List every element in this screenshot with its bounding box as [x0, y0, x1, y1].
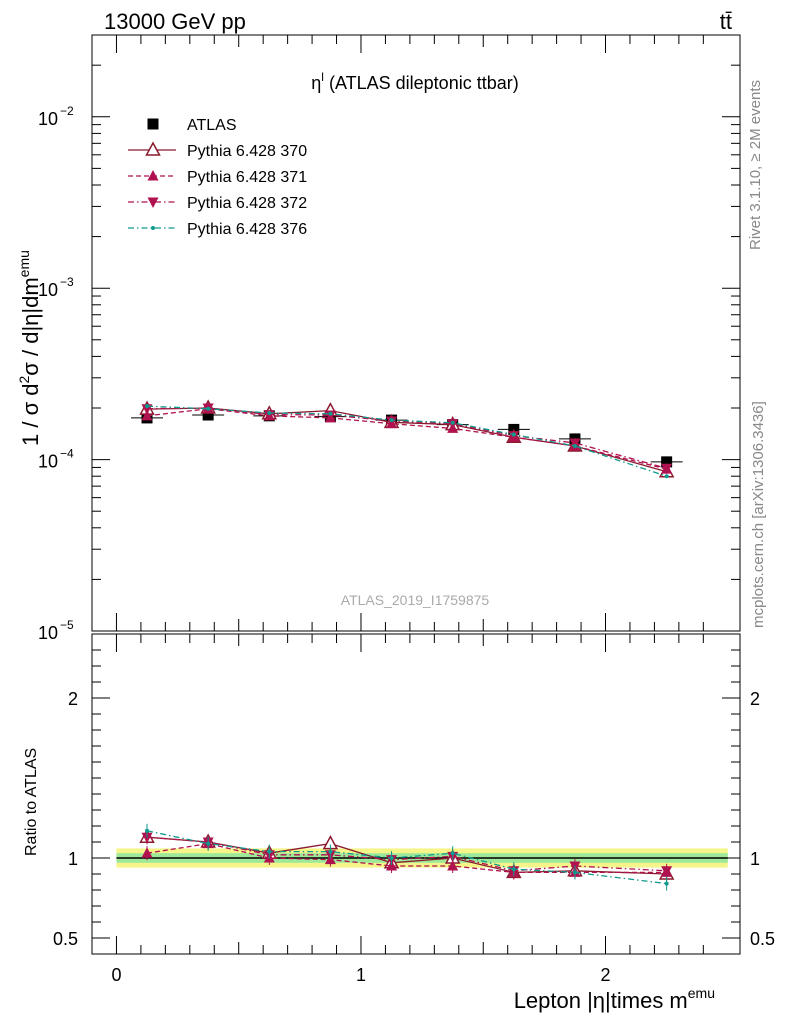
ratio-axis-ticks: 0.5 0.5 1 1 2 2 0 1 2: [53, 633, 775, 985]
ratio-data: [139, 823, 675, 891]
ratio-point: [141, 832, 153, 844]
x-tick-label: 1: [356, 965, 366, 985]
ratio-series-line: [146, 842, 667, 874]
x-tick-label: 2: [601, 965, 611, 985]
data-point: [389, 418, 394, 423]
data-point: [267, 410, 272, 415]
data-point: [206, 406, 211, 411]
ratio-y-tick-label: 2: [68, 689, 78, 709]
y-tick-exponent: −4: [60, 447, 74, 461]
main-ylabel: 1 / σ d2σ / d|η|dmemu: [16, 250, 43, 446]
ratio-y-tick-label-right: 0.5: [750, 929, 775, 949]
y-tick-exponent: −3: [60, 275, 74, 289]
source-label: mcplots.cern.ch [arXiv:1306.3436]: [750, 401, 767, 628]
data-point: [141, 409, 153, 421]
ratio-point: [328, 849, 333, 854]
main-data: [131, 399, 683, 479]
analysis-watermark: ATLAS_2019_I1759875: [341, 592, 490, 608]
main-axis-ticks: 10−210−310−410−5: [38, 34, 740, 643]
ratio-point: [572, 870, 577, 875]
data-point: [661, 456, 673, 468]
data-point: [328, 411, 333, 416]
data-point: [511, 432, 516, 437]
ratio-point: [450, 851, 455, 856]
legend-marker: [147, 197, 159, 208]
ratio-uncertainty-band: [116, 848, 728, 868]
y-tick-label: 10: [38, 452, 58, 472]
legend-label: Pythia 6.428 376: [187, 221, 307, 238]
ratio-y-tick-label: 1: [68, 849, 78, 869]
data-point: [450, 420, 455, 425]
y-tick-exponent: −2: [60, 104, 74, 118]
data-point: [572, 444, 577, 449]
header-left: 13000 GeV pp: [104, 9, 246, 34]
data-point: [202, 409, 214, 421]
main-title: ηl (ATLAS dileptonic ttbar): [311, 70, 518, 93]
ratio-y-tick-label-right: 1: [750, 849, 760, 869]
header-right: tt̄: [720, 9, 732, 34]
legend-label: ATLAS: [187, 117, 237, 134]
legend-marker: [151, 226, 155, 230]
y-tick-label: 10: [38, 280, 58, 300]
data-point: [145, 404, 150, 409]
ratio-ylabel: Ratio to ATLAS: [23, 748, 40, 856]
data-point: [569, 438, 581, 449]
legend-label: Pythia 6.428 371: [187, 169, 307, 186]
ratio-point: [267, 849, 272, 854]
data-point: [661, 463, 673, 475]
ratio-frame: [91, 633, 741, 955]
ratio-point: [206, 841, 211, 846]
y-tick-exponent: −5: [60, 618, 74, 632]
y-tick-label: 10: [38, 623, 58, 643]
data-point: [664, 474, 669, 479]
ratio-point: [511, 867, 516, 872]
legend: ATLAS Pythia 6.428 370 Pythia 6.428 371 Pyt…: [128, 117, 307, 238]
ratio-point: [661, 866, 673, 877]
ratio-point: [447, 860, 459, 871]
legend-marker: [147, 118, 159, 130]
series-line: [146, 408, 667, 470]
x-tick-label: 0: [111, 965, 121, 985]
ratio-panel: 0.5 0.5 1 1 2 2 0 1 2: [53, 633, 775, 985]
series-line: [146, 405, 667, 477]
ratio-point: [389, 856, 394, 860]
ratio-point: [145, 828, 150, 833]
ratio-y-tick-label: 0.5: [53, 929, 78, 949]
legend-label: Pythia 6.428 372: [187, 195, 307, 212]
ratio-y-tick-label-right: 2: [750, 689, 760, 709]
y-tick-label: 10: [38, 109, 58, 129]
main-frame: [91, 34, 741, 632]
ratio-xlabel: Lepton |η|times memu: [514, 985, 715, 1013]
legend-label: Pythia 6.428 370: [187, 143, 307, 160]
rivet-label: Rivet 3.1.10, ≥ 2M events: [747, 80, 764, 250]
legend-marker: [145, 141, 161, 156]
ratio-point: [664, 881, 669, 886]
series-line: [147, 407, 667, 469]
main-panel: 10−210−310−410−5 ηl (ATLAS dileptonic tt…: [38, 34, 741, 643]
ratio-point: [141, 847, 153, 858]
legend-marker: [147, 170, 159, 181]
series-line: [147, 407, 667, 473]
